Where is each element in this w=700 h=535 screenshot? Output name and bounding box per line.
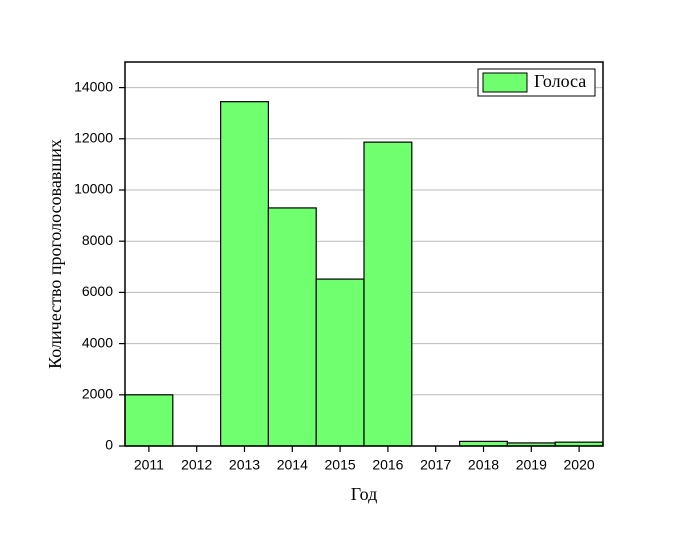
x-tick-label: 2014 [277,457,308,473]
x-tick-label: 2013 [229,457,260,473]
x-tick-label: 2020 [564,457,595,473]
x-axis-label: Год [351,484,377,504]
x-tick-label: 2011 [134,457,164,473]
x-tick-label: 2019 [516,457,547,473]
y-tick-label: 0 [105,437,113,453]
bar [220,101,270,447]
y-tick-label: 2000 [82,386,113,402]
y-tick-label: 14000 [74,78,113,94]
x-tick-label: 2012 [181,457,212,473]
y-tick-label: 8000 [82,232,113,248]
y-tick-label: 6000 [82,283,113,299]
y-tick-label: 10000 [74,181,113,197]
bar [363,141,413,447]
x-tick-label: 2016 [372,457,403,473]
bar [315,278,365,447]
x-tick-label: 2015 [325,457,356,473]
legend-swatch [482,72,528,93]
legend-label: Голоса [534,71,586,91]
plot-frame [124,61,604,447]
x-tick-label: 2017 [420,457,451,473]
x-tick-label: 2018 [468,457,499,473]
y-axis-label: Количество проголосовавших [45,139,65,369]
bar [267,207,317,447]
y-tick-label: 4000 [82,334,113,350]
y-tick-label: 12000 [74,130,113,146]
bar [124,394,174,447]
